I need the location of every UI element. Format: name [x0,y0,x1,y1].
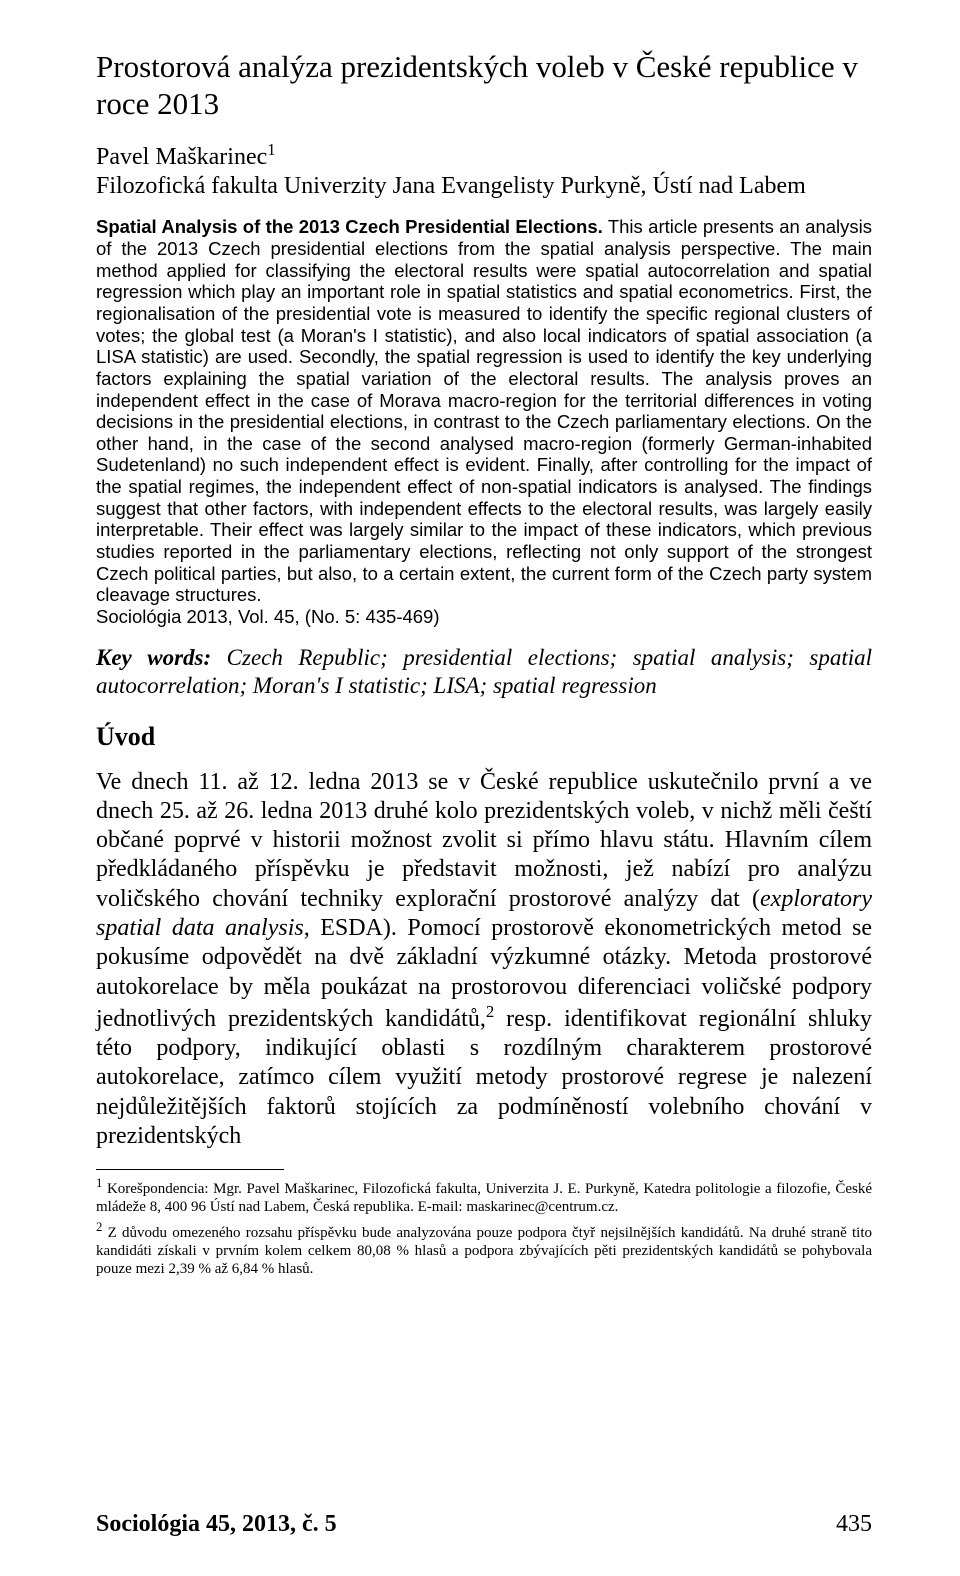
author-line: Pavel Maškarinec1 [96,140,872,171]
footnote-2: 2 Z důvodu omezeného rozsahu příspěvku b… [96,1220,872,1278]
footnote-2-text: Z důvodu omezeného rozsahu příspěvku bud… [96,1225,872,1277]
author-affiliation: Filozofická fakulta Univerzity Jana Evan… [96,173,872,200]
page-footer: Sociológia 45, 2013, č. 5 435 [96,1511,872,1538]
footnote-separator [96,1169,284,1170]
abstract-citation: Sociológia 2013, Vol. 45, (No. 5: 435-46… [96,606,440,627]
abstract-lead: Spatial Analysis of the 2013 Czech Presi… [96,216,603,237]
section-heading-intro: Úvod [96,722,872,752]
author-footnote-mark: 1 [267,140,275,159]
footnotes-block: 1 Korešpondencia: Mgr. Pavel Maškarinec,… [96,1176,872,1278]
body-paragraph-1: Ve dnech 11. až 12. ledna 2013 se v Česk… [96,768,872,1151]
keywords-block: Key words: Czech Republic; presidential … [96,644,872,700]
keywords-label: Key words: [96,645,211,670]
keywords-text: Czech Republic; presidential elections; … [96,645,872,698]
author-name: Pavel Maškarinec [96,144,267,170]
abstract-block: Spatial Analysis of the 2013 Czech Presi… [96,216,872,627]
abstract-body: This article presents an analysis of the… [96,216,872,605]
footnote-1: 1 Korešpondencia: Mgr. Pavel Maškarinec,… [96,1176,872,1216]
footnote-1-text: Korešpondencia: Mgr. Pavel Maškarinec, F… [96,1181,872,1215]
footer-journal-ref: Sociológia 45, 2013, č. 5 [96,1511,337,1538]
body-p1-a: Ve dnech 11. až 12. ledna 2013 se v Česk… [96,769,872,912]
article-title: Prostorová analýza prezidentských voleb … [96,48,872,122]
footer-page-number: 435 [836,1511,872,1538]
footnote-mark-2: 2 [486,1002,494,1021]
